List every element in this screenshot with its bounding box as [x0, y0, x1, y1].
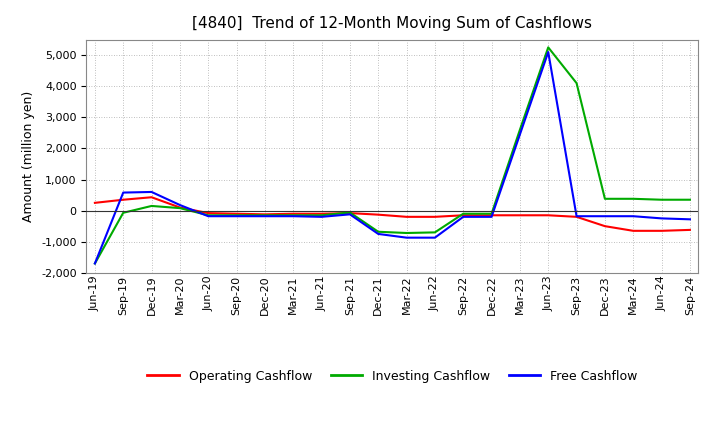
Operating Cashflow [685, 227, 694, 232]
Investing Cashflow [148, 203, 156, 209]
Free Cashflow [572, 213, 581, 219]
Operating Cashflow [233, 211, 241, 216]
Line: Free Cashflow: Free Cashflow [95, 52, 690, 264]
Free Cashflow [233, 213, 241, 219]
Free Cashflow [459, 214, 467, 220]
Investing Cashflow [629, 196, 637, 202]
Free Cashflow [346, 212, 354, 217]
Operating Cashflow [91, 200, 99, 205]
Investing Cashflow [374, 229, 382, 235]
Operating Cashflow [204, 210, 212, 216]
Operating Cashflow [346, 210, 354, 216]
Free Cashflow [374, 231, 382, 237]
Free Cashflow [685, 216, 694, 222]
Investing Cashflow [318, 213, 326, 218]
Operating Cashflow [516, 213, 524, 218]
Free Cashflow [318, 214, 326, 220]
Free Cashflow [516, 132, 524, 137]
Operating Cashflow [629, 228, 637, 234]
Free Cashflow [487, 214, 496, 220]
Investing Cashflow [346, 210, 354, 215]
Free Cashflow [289, 213, 297, 219]
Investing Cashflow [544, 45, 552, 50]
Investing Cashflow [431, 230, 439, 235]
Free Cashflow [176, 202, 184, 208]
Investing Cashflow [487, 211, 496, 216]
Investing Cashflow [600, 196, 609, 202]
Operating Cashflow [119, 197, 127, 202]
Free Cashflow [544, 49, 552, 55]
Operating Cashflow [544, 213, 552, 218]
Free Cashflow [261, 213, 269, 219]
Investing Cashflow [289, 213, 297, 218]
Operating Cashflow [487, 213, 496, 218]
Investing Cashflow [233, 213, 241, 218]
Title: [4840]  Trend of 12-Month Moving Sum of Cashflows: [4840] Trend of 12-Month Moving Sum of C… [192, 16, 593, 32]
Free Cashflow [431, 235, 439, 240]
Operating Cashflow [148, 194, 156, 200]
Free Cashflow [148, 189, 156, 194]
Investing Cashflow [459, 211, 467, 216]
Investing Cashflow [91, 261, 99, 266]
Operating Cashflow [176, 205, 184, 210]
Operating Cashflow [318, 211, 326, 216]
Investing Cashflow [402, 231, 411, 236]
Operating Cashflow [289, 211, 297, 216]
Investing Cashflow [204, 213, 212, 218]
Line: Operating Cashflow: Operating Cashflow [95, 197, 690, 231]
Operating Cashflow [657, 228, 666, 234]
Line: Investing Cashflow: Investing Cashflow [95, 48, 690, 264]
Investing Cashflow [657, 197, 666, 202]
Free Cashflow [204, 213, 212, 219]
Free Cashflow [91, 261, 99, 266]
Investing Cashflow [685, 197, 694, 202]
Operating Cashflow [431, 214, 439, 220]
Investing Cashflow [261, 213, 269, 218]
Operating Cashflow [600, 224, 609, 229]
Free Cashflow [402, 235, 411, 240]
Y-axis label: Amount (million yen): Amount (million yen) [22, 91, 35, 222]
Free Cashflow [600, 213, 609, 219]
Operating Cashflow [572, 214, 581, 220]
Free Cashflow [657, 216, 666, 221]
Investing Cashflow [516, 127, 524, 132]
Free Cashflow [119, 190, 127, 195]
Investing Cashflow [572, 81, 581, 86]
Investing Cashflow [119, 210, 127, 216]
Operating Cashflow [261, 212, 269, 217]
Investing Cashflow [176, 205, 184, 211]
Legend: Operating Cashflow, Investing Cashflow, Free Cashflow: Operating Cashflow, Investing Cashflow, … [143, 365, 642, 388]
Free Cashflow [629, 213, 637, 219]
Operating Cashflow [374, 212, 382, 217]
Operating Cashflow [402, 214, 411, 220]
Operating Cashflow [459, 213, 467, 218]
